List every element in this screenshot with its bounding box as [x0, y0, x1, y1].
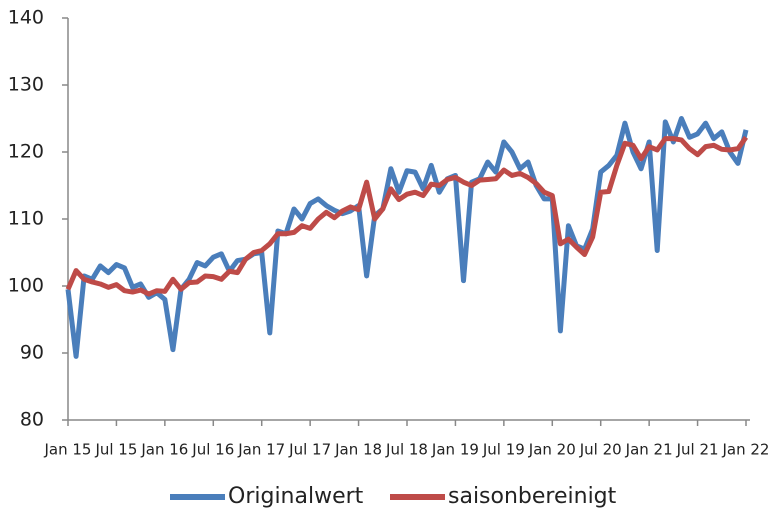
y-tick-label: 130	[8, 74, 44, 96]
y-tick-label: 80	[20, 409, 44, 431]
x-tick-label: Jul 20	[579, 441, 622, 459]
x-tick-label: Jul 15	[94, 441, 137, 459]
y-tick-label: 90	[20, 342, 44, 364]
x-tick-label: Jan 17	[237, 441, 285, 459]
x-tick-label: Jan 20	[528, 441, 576, 459]
x-tick-label: Jan 16	[140, 441, 188, 459]
line-series	[65, 135, 749, 297]
x-tick-label: Jan 22	[722, 441, 770, 459]
x-tick-label: Jan 15	[44, 441, 92, 459]
legend-label: Originalwert	[228, 484, 364, 509]
x-tick-label: Jul 21	[676, 441, 719, 459]
y-tick-label: 100	[8, 275, 44, 297]
x-tick-label: Jul 19	[482, 441, 525, 459]
x-tick-label: Jul 16	[191, 441, 234, 459]
y-tick-label: 110	[8, 208, 44, 230]
x-tick-label: Jan 18	[334, 441, 382, 459]
x-tick-label: Jul 17	[288, 441, 331, 459]
y-tick-label: 140	[8, 7, 44, 29]
x-tick-label: Jul 18	[385, 441, 428, 459]
legend-label: saisonbereinigt	[448, 484, 617, 509]
x-tick-label: Jan 19	[431, 441, 479, 459]
y-tick-label: 120	[8, 141, 44, 163]
x-tick-label: Jan 21	[625, 441, 673, 459]
